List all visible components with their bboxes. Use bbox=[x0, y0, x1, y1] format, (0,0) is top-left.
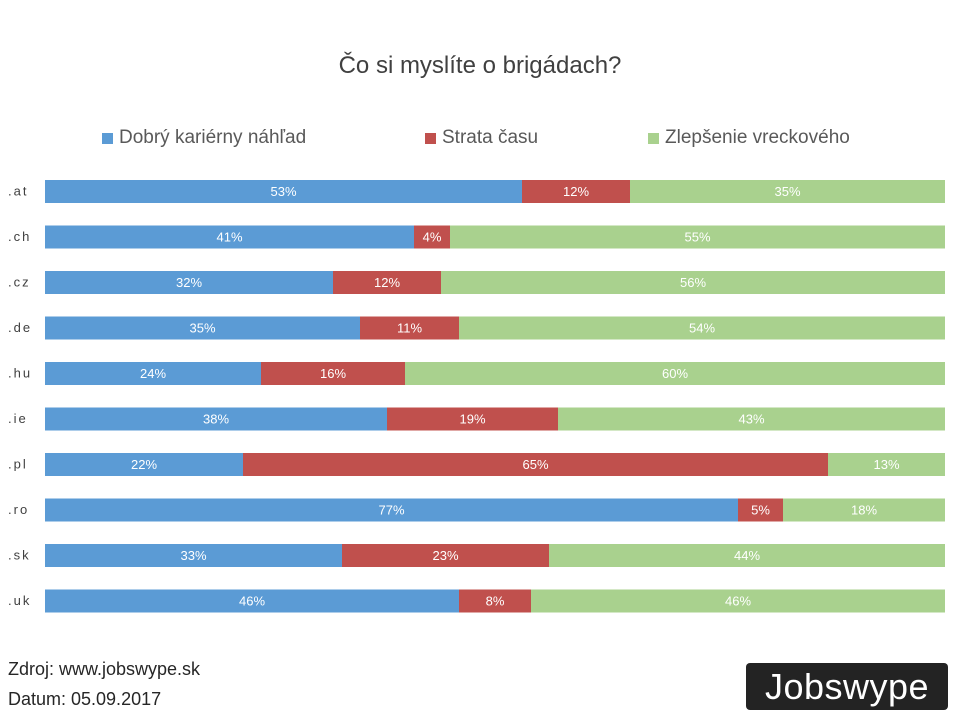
bar-segment-series-2 bbox=[333, 271, 441, 294]
data-label: 54% bbox=[689, 321, 715, 336]
bar-segment-series-3 bbox=[441, 271, 945, 294]
category-label: .sk bbox=[8, 548, 31, 563]
logo-text: Jobswype bbox=[764, 665, 930, 707]
bar-segment-series-2 bbox=[414, 225, 450, 249]
data-label: 12% bbox=[563, 184, 589, 199]
data-label: 16% bbox=[320, 366, 346, 381]
data-label: 11% bbox=[397, 321, 422, 336]
bar-segment-series-1 bbox=[45, 271, 333, 294]
legend-swatch-series-3 bbox=[648, 132, 659, 144]
bar-segment-series-3 bbox=[459, 316, 945, 340]
bar-segment-series-1 bbox=[45, 544, 342, 567]
bar-segment-series-1 bbox=[45, 589, 459, 613]
bar-segment-series-3 bbox=[450, 225, 945, 249]
legend-swatch-series-2 bbox=[425, 132, 436, 144]
data-label: 38% bbox=[203, 412, 229, 427]
bar-segment-series-3 bbox=[630, 180, 945, 203]
data-label: 65% bbox=[522, 457, 548, 472]
category-label: .uk bbox=[8, 593, 31, 608]
data-label: 55% bbox=[684, 230, 710, 245]
data-label: 77% bbox=[378, 503, 404, 518]
data-label: 22% bbox=[131, 457, 157, 472]
data-label: 56% bbox=[680, 275, 706, 290]
bar-segment-series-1 bbox=[45, 453, 243, 476]
category-label: .de bbox=[8, 320, 32, 335]
bar-segment-series-2 bbox=[243, 453, 828, 476]
data-label: 43% bbox=[738, 412, 764, 427]
data-label: 46% bbox=[725, 594, 751, 609]
bar-segment-series-2 bbox=[738, 498, 783, 522]
data-label: 8% bbox=[486, 594, 505, 609]
data-label: 46% bbox=[239, 594, 265, 609]
data-label: 24% bbox=[140, 366, 166, 381]
legend-item-series-1: Dobrý kariérny náhľad bbox=[102, 127, 306, 149]
source-text: Zdroj: www.jobswype.sk bbox=[8, 659, 201, 679]
data-label: 5% bbox=[751, 503, 770, 518]
legend-label-series-2: Strata času bbox=[442, 127, 539, 148]
category-label: .pl bbox=[8, 457, 28, 472]
category-label: .ro bbox=[8, 502, 29, 517]
data-label: 32% bbox=[176, 275, 202, 290]
data-label: 41% bbox=[216, 230, 242, 245]
legend-label-series-3: Zlepšenie vreckového bbox=[665, 127, 850, 148]
bar-segment-series-2 bbox=[522, 180, 630, 203]
bar-segment-series-3 bbox=[558, 407, 945, 431]
data-label: 12% bbox=[374, 275, 400, 290]
legend-item-series-2: Strata času bbox=[425, 127, 538, 149]
bar-segment-series-1 bbox=[45, 180, 522, 203]
category-label: .cz bbox=[8, 275, 31, 290]
category-label: .at bbox=[8, 184, 28, 199]
data-label: 44% bbox=[734, 548, 760, 563]
chart-title: Čo si myslíte o brigádach? bbox=[338, 52, 622, 79]
category-label: .ie bbox=[8, 411, 28, 426]
data-label: 4% bbox=[423, 230, 442, 245]
bar-segment-series-1 bbox=[45, 225, 414, 249]
bar-segment-series-2 bbox=[261, 362, 405, 385]
legend: Dobrý kariérny náhľad Strata času Zlepše… bbox=[0, 127, 960, 153]
bar-segment-series-2 bbox=[387, 407, 558, 431]
bar-segment-series-2 bbox=[459, 589, 531, 613]
bar-segment-series-3 bbox=[783, 498, 945, 522]
data-label: 35% bbox=[189, 321, 215, 336]
data-label: 23% bbox=[432, 548, 458, 563]
legend-item-series-3: Zlepšenie vreckového bbox=[648, 127, 850, 149]
data-label: 13% bbox=[873, 457, 899, 472]
bar-segment-series-2 bbox=[360, 316, 459, 340]
data-label: 53% bbox=[270, 184, 296, 199]
bar-segment-series-3 bbox=[405, 362, 945, 385]
data-label: 35% bbox=[774, 184, 800, 199]
bar-segment-series-3 bbox=[531, 589, 945, 613]
data-label: 18% bbox=[851, 503, 877, 518]
bar-segment-series-1 bbox=[45, 316, 360, 340]
legend-label-series-1: Dobrý kariérny náhľad bbox=[119, 127, 307, 148]
jobswype-logo: Jobswype bbox=[746, 663, 948, 710]
category-label: .ch bbox=[8, 229, 31, 244]
date-text: Datum: 05.09.2017 bbox=[8, 689, 162, 709]
data-label: 19% bbox=[459, 412, 485, 427]
bar-segment-series-2 bbox=[342, 544, 549, 567]
data-label: 33% bbox=[180, 548, 206, 563]
bar-segment-series-3 bbox=[828, 453, 945, 476]
bar-segment-series-3 bbox=[549, 544, 945, 567]
bar-segment-series-1 bbox=[45, 498, 738, 522]
category-label: .hu bbox=[8, 366, 32, 381]
plot-area: .at 53% 12% 35% .ch 41% 4% 55% .cz 32% 12% 56% .de 35… bbox=[8, 180, 945, 613]
legend-swatch-series-1 bbox=[102, 132, 113, 144]
bar-segment-series-1 bbox=[45, 407, 387, 431]
data-label: 60% bbox=[662, 366, 688, 381]
bar-segment-series-1 bbox=[45, 362, 261, 385]
